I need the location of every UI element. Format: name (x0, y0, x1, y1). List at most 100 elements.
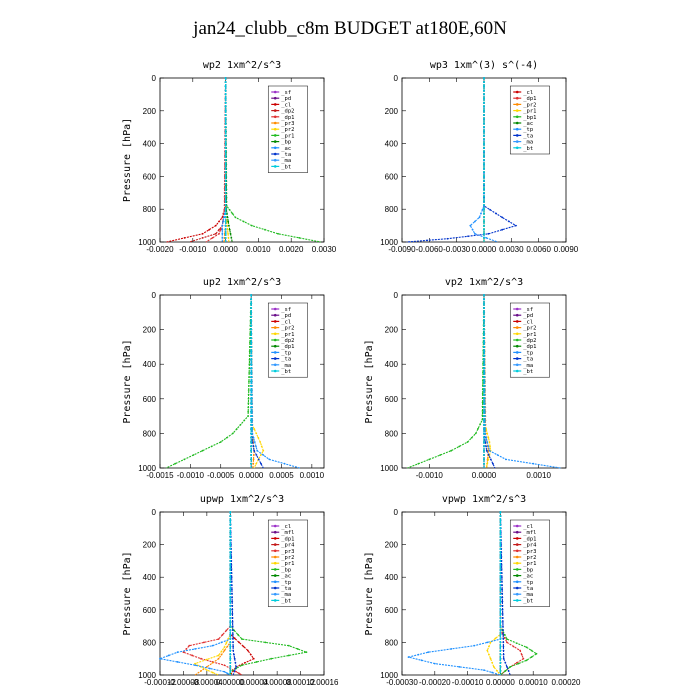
series-marker (492, 665, 495, 668)
series-marker (224, 171, 227, 174)
series-marker (219, 228, 222, 231)
series-marker (485, 445, 487, 448)
legend-label: _bt (523, 146, 533, 152)
series-marker (501, 592, 504, 595)
x-tick-label: -0.0015 (146, 471, 174, 480)
series-marker (224, 183, 227, 186)
y-tick-label: 200 (143, 326, 157, 335)
y-tick-label: 800 (385, 429, 399, 438)
legend-label: _cl (523, 524, 533, 530)
legend-marker (273, 574, 277, 577)
legend-label: _pr3 (523, 549, 536, 555)
series-marker (427, 651, 430, 654)
legend-marker (273, 543, 277, 546)
series-marker (250, 410, 253, 413)
legend-label: _dp1 (523, 96, 536, 102)
series-marker (201, 232, 204, 235)
series-marker (229, 564, 232, 566)
series-marker (223, 646, 226, 649)
legend-marker (515, 599, 519, 602)
series-marker (250, 311, 253, 314)
series-marker (235, 665, 238, 668)
series-marker (483, 232, 485, 235)
legend-marker (515, 344, 519, 348)
series-marker (483, 224, 485, 227)
y-tick-label: 200 (385, 107, 399, 116)
chart-panel-1: wp2 1xm^2/s^3 Pressure [hPa] 0 200 400 600 800… (122, 60, 337, 254)
legend-label: _dp2 (281, 109, 294, 115)
series-marker (483, 101, 485, 104)
legend-label: _ma (523, 363, 533, 369)
series-marker (483, 307, 485, 309)
series-marker (224, 224, 227, 227)
series-marker (486, 432, 489, 435)
series-marker (205, 658, 208, 661)
series-marker (483, 228, 485, 231)
series-marker (483, 320, 485, 322)
series-marker (487, 454, 490, 456)
series-marker (229, 580, 232, 583)
legend-label: _dp1 (523, 536, 536, 542)
series-marker (283, 462, 286, 465)
legend-label: _sf (523, 307, 533, 313)
series-marker (499, 649, 502, 652)
series-marker (219, 441, 222, 443)
series-marker (487, 232, 490, 235)
series-marker (483, 171, 485, 174)
series-line-ta (406, 78, 518, 243)
series-marker (250, 224, 253, 227)
series-marker (250, 376, 253, 379)
legend-label: _bt (281, 598, 291, 604)
legend-label: _ta (281, 152, 291, 158)
series-marker (264, 228, 266, 231)
legend-label: _bt (523, 369, 533, 375)
series-marker (483, 298, 485, 301)
series-marker (229, 596, 232, 599)
legend-marker (273, 96, 277, 100)
y-tick-label: 800 (143, 205, 157, 214)
series-marker (248, 371, 251, 374)
series-marker (502, 637, 505, 640)
legend-label: _pr1 (281, 561, 294, 567)
series-marker (250, 436, 253, 439)
series-marker (483, 337, 485, 340)
series-marker (262, 454, 265, 456)
series-marker (260, 445, 263, 448)
legend-marker (273, 134, 277, 137)
series-marker (486, 441, 489, 443)
series-marker (483, 204, 485, 207)
series-marker (502, 645, 505, 648)
series-marker (250, 449, 253, 452)
series-marker (501, 612, 504, 615)
series-marker (250, 384, 253, 387)
series-marker (499, 617, 502, 619)
series-marker (495, 212, 498, 215)
series-marker (210, 445, 213, 448)
series-marker (224, 109, 227, 112)
series-marker (483, 175, 485, 178)
series-marker (225, 629, 228, 632)
x-tick-label: -0.00030 (386, 678, 418, 687)
chart-panel-3: up2 1xm^2/s^3 Pressure [hPa] 0 200 400 600 800… (122, 277, 325, 480)
y-tick-label: 800 (143, 429, 157, 438)
series-marker (224, 126, 227, 129)
series-marker (252, 445, 255, 448)
series-marker (211, 671, 214, 674)
series-marker (252, 657, 255, 660)
series-marker (229, 657, 232, 660)
series-marker (501, 584, 503, 587)
series-marker (483, 358, 485, 361)
series-marker (483, 81, 485, 83)
series-marker (224, 93, 227, 96)
x-tick-label: -0.0020 (146, 245, 174, 254)
x-tick-label: 0.0010 (300, 471, 325, 480)
legend-marker (515, 351, 519, 354)
series-marker (224, 232, 227, 235)
legend-label: _ac (523, 574, 533, 580)
series-marker (229, 600, 232, 603)
series-marker (494, 637, 497, 640)
series-marker (200, 657, 202, 660)
legend-marker (515, 134, 519, 137)
legend-marker (515, 127, 519, 131)
series-marker (483, 454, 485, 456)
